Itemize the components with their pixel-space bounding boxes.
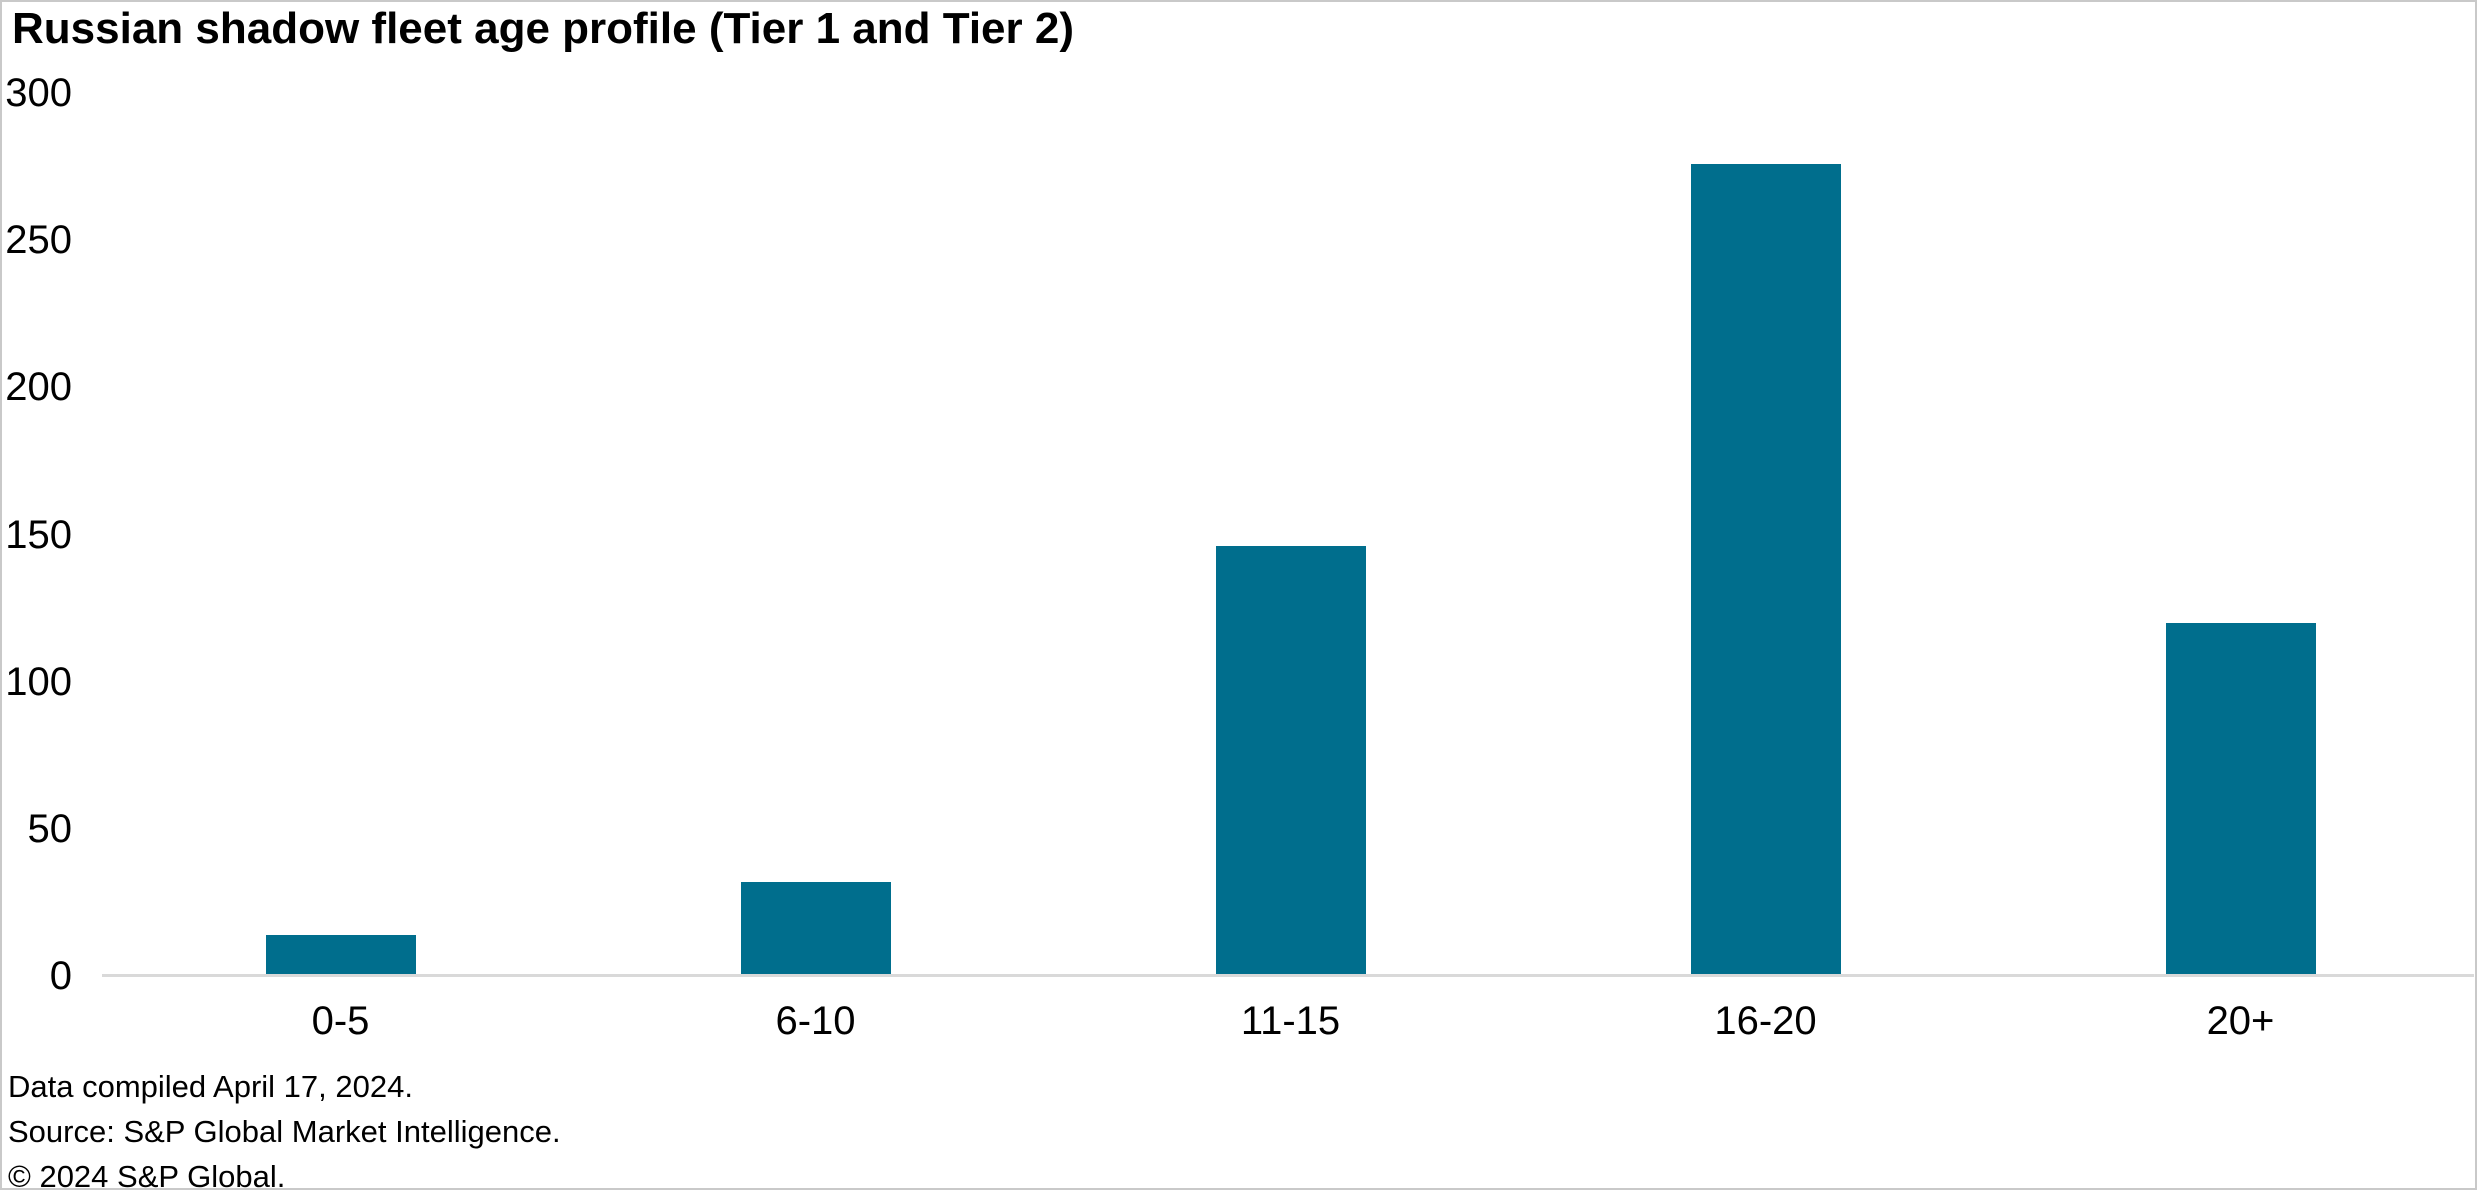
chart-footnotes: Data compiled April 17, 2024. Source: S&… [8,1064,561,1190]
y-tick-label-0: 0 [49,954,72,998]
x-tick-label-6-10: 6-10 [775,999,856,1043]
x-axis-line [102,974,2474,977]
x-tick-label-16-20: 16-20 [1714,999,1817,1043]
y-tick-label-100: 100 [5,659,72,704]
footnote-copyright: © 2024 S&P Global. [8,1159,286,1190]
bar-20plus [2165,622,2316,976]
bar-16-20 [1690,163,1841,976]
y-tick-label-150: 150 [5,512,72,557]
x-tick-label-20plus: 20+ [2206,999,2275,1043]
y-tick-label-300: 300 [5,71,72,115]
bar-6-10 [740,881,891,976]
bar-0-5 [265,934,416,976]
bar-11-15 [1215,546,1366,976]
y-tick-label-250: 250 [5,218,72,263]
x-tick-label-11-15: 11-15 [1240,999,1341,1043]
footnote-data-compiled: Data compiled April 17, 2024. [8,1069,413,1104]
chart-title: Russian shadow fleet age profile (Tier 1… [12,4,1074,53]
footnote-source: Source: S&P Global Market Intelligence. [8,1114,561,1149]
y-tick-label-200: 200 [5,365,72,410]
x-tick-label-0-5: 0-5 [311,999,370,1043]
y-tick-label-50: 50 [27,806,73,851]
